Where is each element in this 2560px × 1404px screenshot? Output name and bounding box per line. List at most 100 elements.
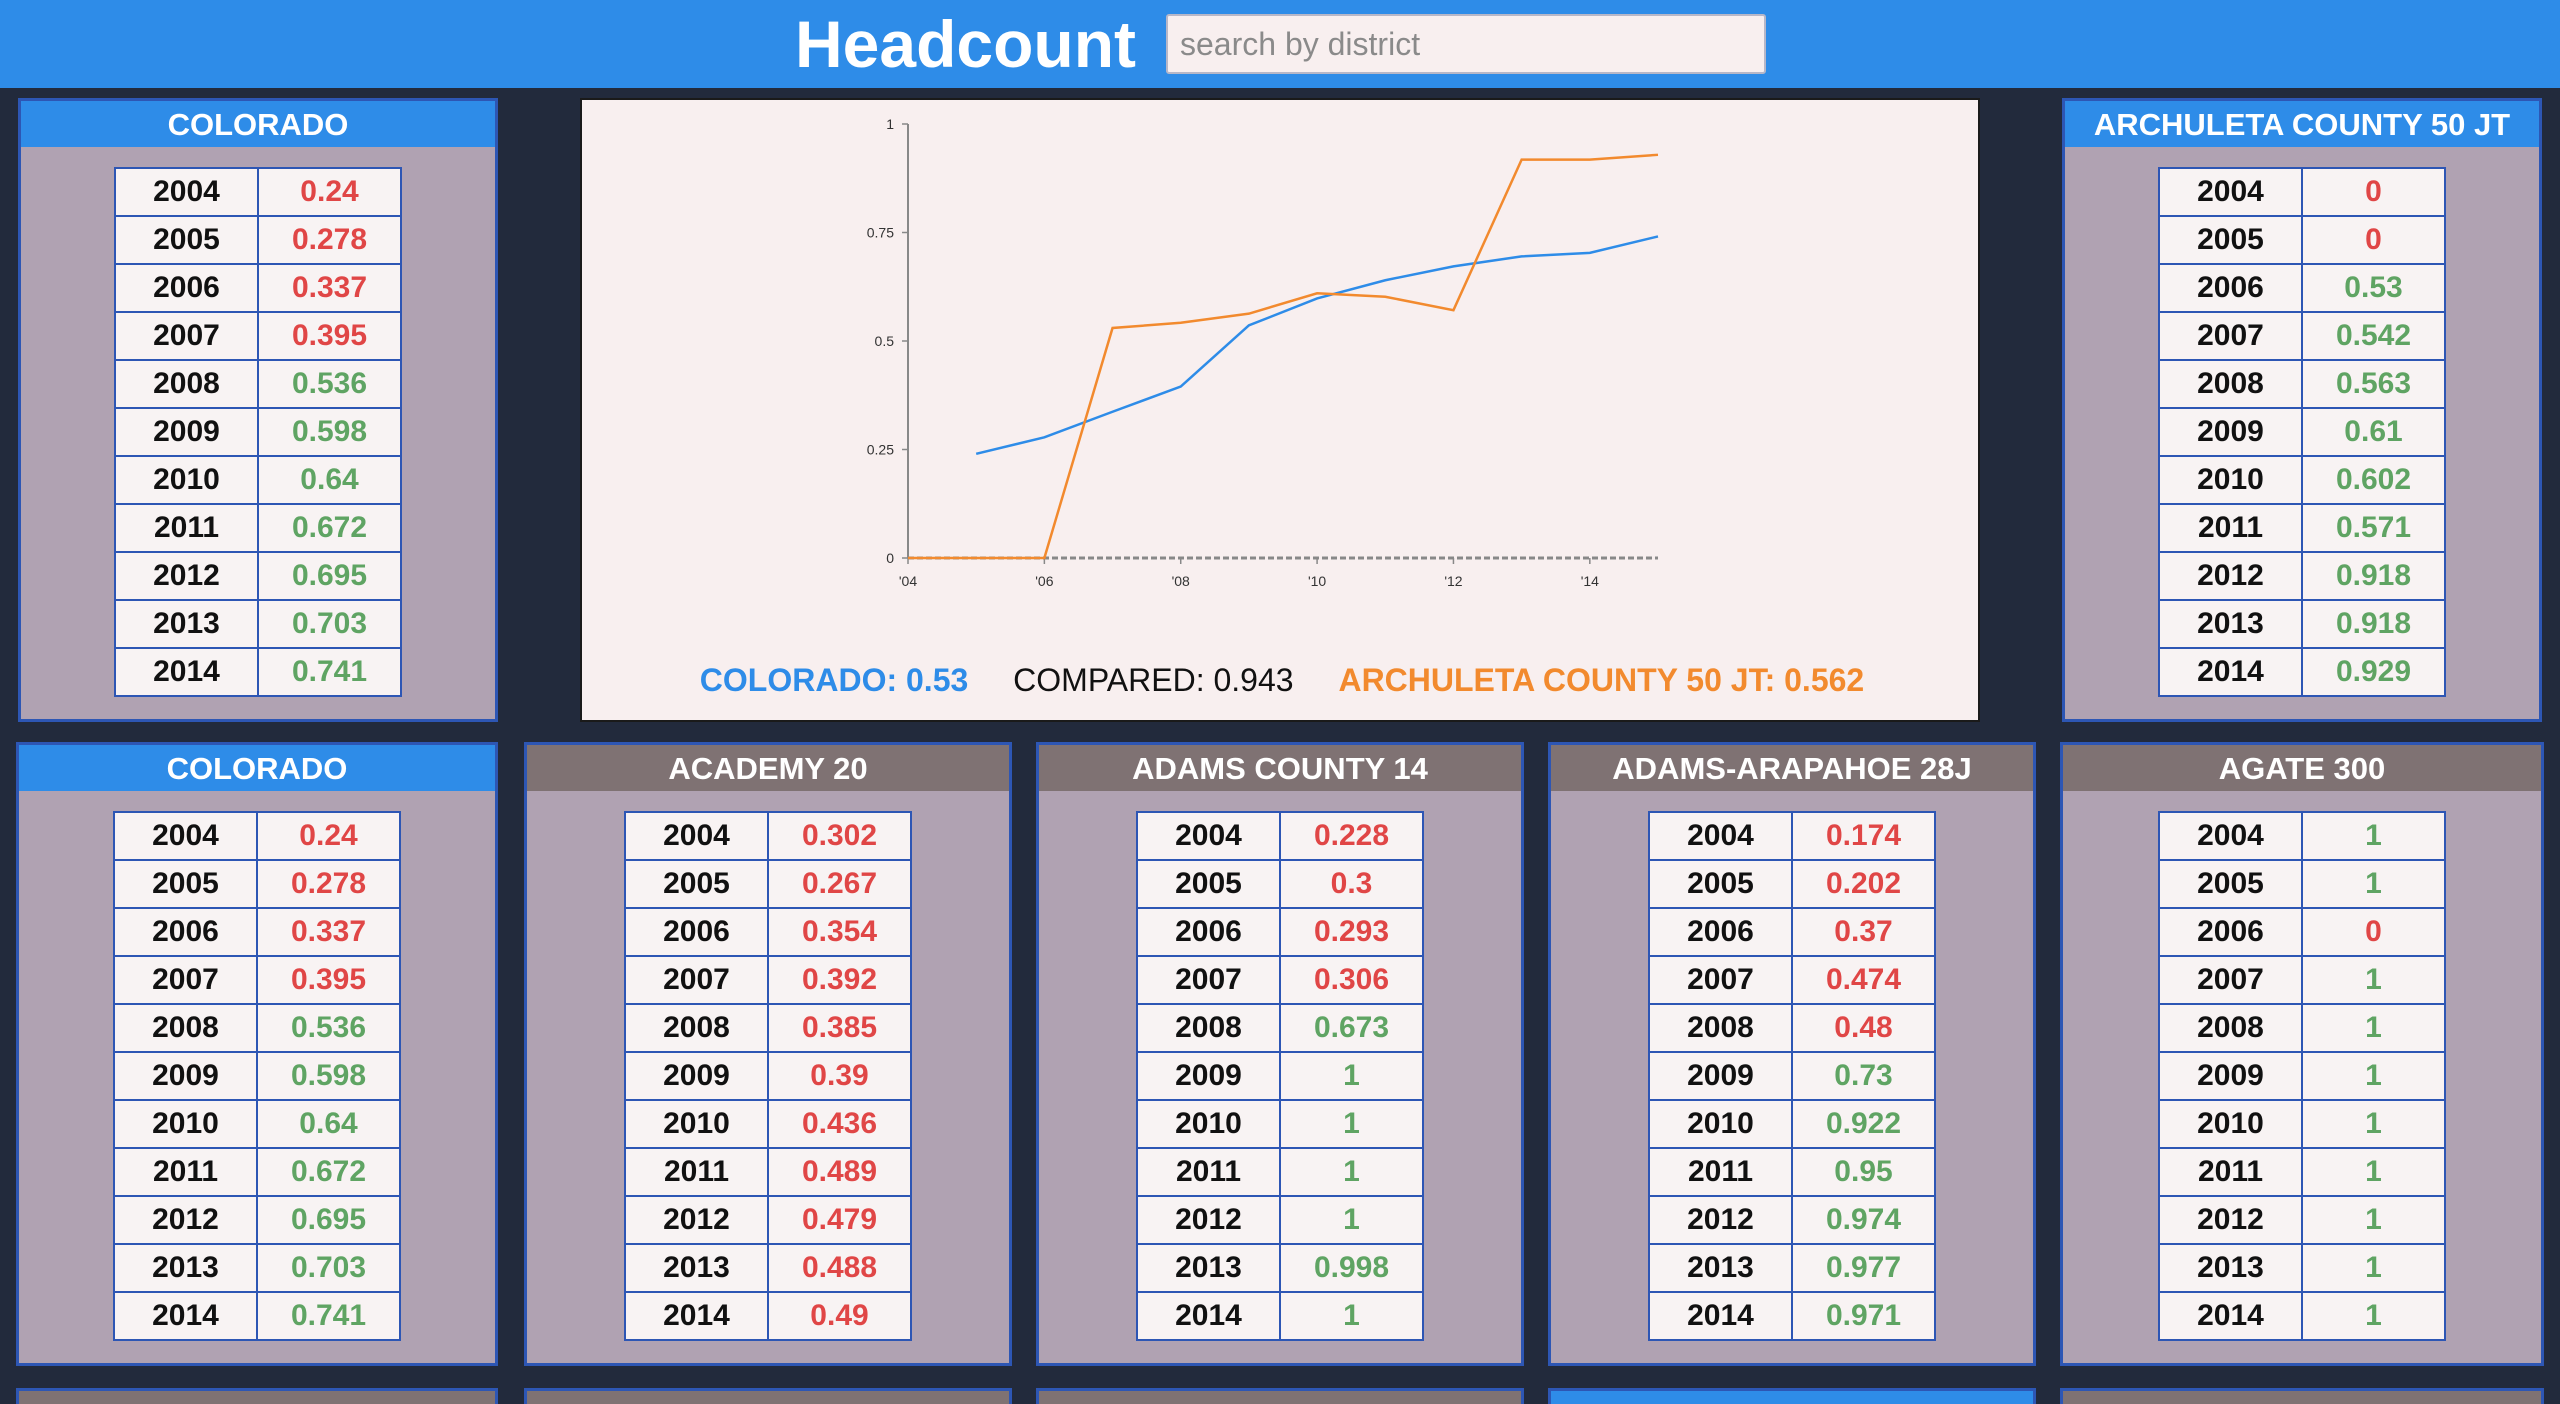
table-row: 2007 0.395 [114,311,402,361]
value-cell: 0.703 [257,599,402,649]
comparison-card-left[interactable]: COLORADO 2004 0.24 2005 0.278 2006 0.337 2007 0… [18,98,498,722]
value-cell: 0.741 [257,647,402,697]
year-cell: 2012 [1136,1195,1281,1245]
table-row: 2005 0.267 [624,859,912,909]
value-cell: 1 [2301,955,2446,1005]
year-cell: 2010 [624,1099,769,1149]
value-cell: 0.598 [257,407,402,457]
table-row: 2011 0.672 [113,1147,401,1197]
district-card-partial[interactable] [16,1388,498,1404]
x-tick-label: '10 [1308,573,1326,589]
table-row: 2010 0.922 [1648,1099,1936,1149]
district-card-academy-20[interactable]: ACADEMY 20 2004 0.302 2005 0.267 2006 0.354 20… [524,742,1012,1366]
year-cell: 2006 [624,907,769,957]
district-card-adams-arapahoe-28j[interactable]: ADAMS-ARAPAHOE 28J 2004 0.174 2005 0.202 200… [1548,742,2036,1366]
table-row: 2008 0.536 [113,1003,401,1053]
value-cell: 0.395 [257,311,402,361]
value-cell: 0.673 [1279,1003,1424,1053]
value-cell: 0 [2301,907,2446,957]
table-row: 2004 0.302 [624,811,912,861]
table-row: 2006 0.337 [113,907,401,957]
value-cell: 1 [1279,1099,1424,1149]
value-cell: 0.571 [2301,503,2446,553]
district-card-adams-county-14[interactable]: ADAMS COUNTY 14 2004 0.228 2005 0.3 2006 0.29… [1036,742,1524,1366]
year-cell: 2005 [1136,859,1281,909]
year-cell: 2008 [113,1003,258,1053]
year-cell: 2005 [2158,215,2303,265]
y-tick-label: 0.75 [867,225,894,241]
x-tick-label: '08 [1172,573,1190,589]
year-cell: 2004 [624,811,769,861]
year-cell: 2006 [2158,907,2303,957]
year-table: 2004 1 2005 1 2006 0 2007 1 2008 1 2009 1 2010 1 2011 1… [2158,811,2446,1341]
table-row: 2008 0.536 [114,359,402,409]
district-card-partial[interactable] [1548,1388,2036,1404]
value-cell: 0.542 [2301,311,2446,361]
table-row: 2009 0.73 [1648,1051,1936,1101]
district-card-partial[interactable] [2060,1388,2544,1404]
year-cell: 2011 [2158,1147,2303,1197]
value-cell: 0.536 [257,359,402,409]
value-cell: 0.695 [256,1195,401,1245]
year-cell: 2014 [113,1291,258,1341]
y-tick-label: 0.25 [867,442,894,458]
district-card-colorado[interactable]: COLORADO 2004 0.24 2005 0.278 2006 0.337 2007 0… [16,742,498,1366]
district-card-agate-300[interactable]: AGATE 300 2004 1 2005 1 2006 0 2007 1 2008 1 2009 1… [2060,742,2544,1366]
table-row: 2014 0.971 [1648,1291,1936,1341]
year-cell: 2009 [114,407,259,457]
district-card-partial[interactable] [1036,1388,1524,1404]
table-row: 2013 1 [2158,1243,2446,1293]
table-row: 2012 0.918 [2158,551,2446,601]
table-row: 2013 0.703 [113,1243,401,1293]
year-cell: 2009 [113,1051,258,1101]
year-cell: 2011 [113,1147,258,1197]
comparison-card-right[interactable]: ARCHULETA COUNTY 50 JT 2004 0 2005 0 2006 0.5… [2062,98,2542,722]
table-row: 2012 1 [1136,1195,1424,1245]
year-cell: 2014 [2158,647,2303,697]
card-title: ADAMS COUNTY 14 [1039,745,1521,791]
year-cell: 2005 [624,859,769,909]
value-cell: 1 [2301,811,2446,861]
value-cell: 0.563 [2301,359,2446,409]
table-row: 2006 0.53 [2158,263,2446,313]
table-row: 2008 1 [2158,1003,2446,1053]
year-cell: 2006 [1136,907,1281,957]
district-card-partial[interactable] [524,1388,1012,1404]
table-row: 2009 0.598 [114,407,402,457]
table-row: 2011 0.672 [114,503,402,553]
table-row: 2012 0.695 [113,1195,401,1245]
value-cell: 0.293 [1279,907,1424,957]
value-cell: 0.922 [1791,1099,1936,1149]
year-cell: 2010 [2158,1099,2303,1149]
table-row: 2014 1 [1136,1291,1424,1341]
year-cell: 2008 [2158,359,2303,409]
year-cell: 2004 [2158,811,2303,861]
value-cell: 0.49 [767,1291,912,1341]
year-table: 2004 0.24 2005 0.278 2006 0.337 2007 0.395 2008 0… [113,811,401,1341]
table-row: 2004 1 [2158,811,2446,861]
table-row: 2005 0.278 [114,215,402,265]
y-tick-label: 0.5 [875,333,895,349]
table-row: 2014 0.741 [113,1291,401,1341]
year-cell: 2012 [114,551,259,601]
year-table: 2004 0.24 2005 0.278 2006 0.337 2007 0.395 2008 0… [114,167,402,697]
year-cell: 2004 [113,811,258,861]
table-row: 2005 0.278 [113,859,401,909]
year-cell: 2013 [2158,1243,2303,1293]
value-cell: 0.95 [1791,1147,1936,1197]
year-cell: 2012 [624,1195,769,1245]
year-cell: 2007 [2158,955,2303,1005]
value-cell: 0.536 [256,1003,401,1053]
year-cell: 2013 [1136,1243,1281,1293]
table-row: 2010 0.602 [2158,455,2446,505]
table-row: 2004 0.24 [114,167,402,217]
value-cell: 0.228 [1279,811,1424,861]
table-row: 2013 0.703 [114,599,402,649]
year-cell: 2013 [114,599,259,649]
value-cell: 0.703 [256,1243,401,1293]
y-tick-label: 0 [886,550,894,566]
value-cell: 0.602 [2301,455,2446,505]
table-row: 2007 1 [2158,955,2446,1005]
year-cell: 2013 [2158,599,2303,649]
district-search-input[interactable] [1166,14,1766,74]
